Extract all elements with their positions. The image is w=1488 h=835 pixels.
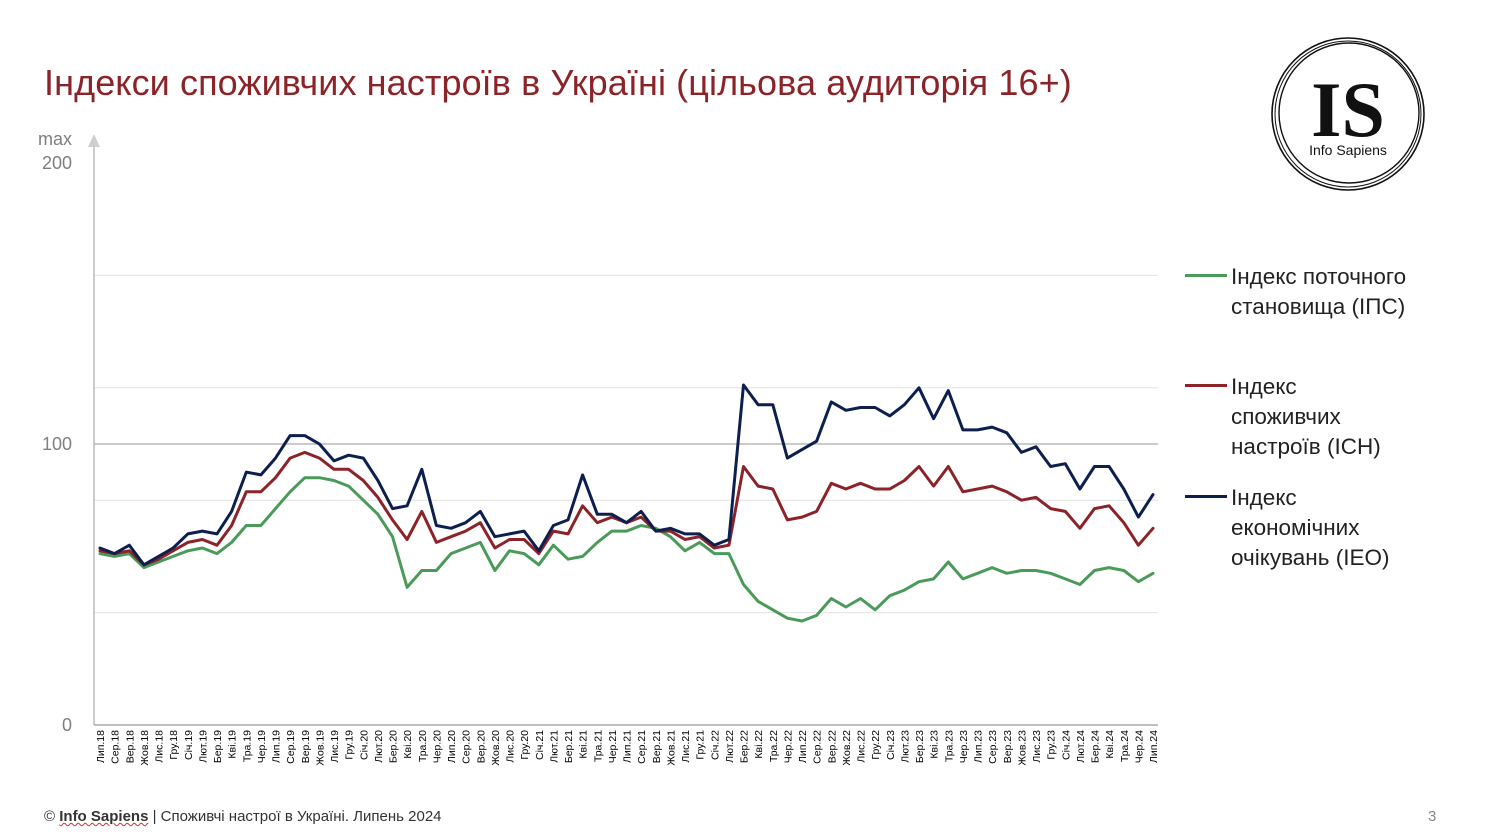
x-tick-label: Жов.21 — [665, 730, 677, 766]
x-tick-label: Лис.18 — [154, 730, 166, 763]
x-tick-label: Жов.19 — [314, 730, 326, 766]
x-tick-label: Бер.22 — [739, 730, 751, 763]
x-tick-label: Гру.23 — [1046, 730, 1058, 760]
page-title: Індекси споживчих настроїв в Україні (ці… — [44, 62, 1072, 103]
x-tick-label: Гру.22 — [870, 730, 882, 760]
x-tick-label: Лип.20 — [446, 730, 458, 763]
x-tick-label: Кві.22 — [753, 730, 765, 759]
footer-text: | Споживчі настрої в Україні. Липень 202… — [148, 808, 442, 825]
y-tick-label-0: 0 — [62, 715, 72, 735]
x-tick-label: Лис.21 — [680, 730, 692, 763]
x-tick-label: Лис.19 — [329, 730, 341, 763]
x-tick-label: Лип.21 — [622, 730, 634, 763]
legend-label-isn: Індекс споживчих настроїв (ІСН) — [1231, 374, 1381, 459]
logo-name: Info Sapiens — [1309, 142, 1387, 158]
x-tick-label: Лют.19 — [197, 730, 209, 763]
x-tick-label: Жов.23 — [1016, 730, 1028, 766]
y-tick-label-200: max 200 — [38, 129, 72, 173]
x-tick-label: Чер.22 — [782, 730, 794, 763]
x-tick-label: Лип.24 — [1148, 730, 1160, 763]
x-tick-label: Лют.21 — [548, 730, 560, 763]
x-tick-label: Лип.22 — [797, 730, 809, 763]
x-tick-label: Гру.19 — [344, 730, 356, 760]
x-tick-label: Тра.21 — [592, 730, 604, 762]
x-tick-label: Бер.23 — [914, 730, 926, 763]
x-tick-label: Тра.20 — [417, 730, 429, 762]
y-axis-arrow-icon — [88, 134, 100, 147]
series-line-ieo — [98, 383, 1155, 567]
x-tick-label: Бер.20 — [388, 730, 400, 763]
x-tick-label: Вер.20 — [475, 730, 487, 763]
x-tick-label: Вер.22 — [826, 730, 838, 763]
x-tick-label: Лют.24 — [1075, 730, 1087, 763]
x-tick-label: Жов.20 — [490, 730, 502, 766]
x-tick-label: Лют.20 — [373, 730, 385, 763]
x-tick-label: Кві.21 — [578, 730, 590, 759]
x-tick-label: Кві.19 — [227, 730, 239, 759]
series-line-isn — [98, 450, 1155, 567]
x-tick-label: Сер.22 — [812, 730, 824, 764]
x-tick-label: Сер.23 — [987, 730, 999, 764]
logo-mark: IS — [1311, 66, 1385, 153]
x-tick-label: Лют.22 — [724, 730, 736, 763]
x-tick-label: Гру.21 — [695, 730, 707, 760]
x-tick-label: Кві.20 — [402, 730, 414, 759]
x-tick-label: Чер.19 — [256, 730, 268, 763]
x-tick-label: Чер.21 — [607, 730, 619, 763]
x-tick-label: Січ.23 — [885, 730, 897, 760]
info-sapiens-logo: IS Info Sapiens — [1268, 34, 1428, 194]
x-tick-label: Лис.22 — [856, 730, 868, 763]
x-tick-label: Лип.18 — [95, 730, 107, 763]
x-tick-label: Січ.19 — [183, 730, 195, 760]
legend-line-ips — [1185, 274, 1227, 277]
x-tick-label: Лип.19 — [271, 730, 283, 763]
x-tick-label: Гру.18 — [168, 730, 180, 760]
y-tick-label-100: 100 — [42, 434, 72, 454]
footer: © Info Sapiens | Споживчі настрої в Укра… — [44, 808, 442, 825]
x-tick-label: Бер.21 — [563, 730, 575, 763]
x-tick-label: Бер.19 — [212, 730, 224, 763]
x-tick-label: Чер.23 — [958, 730, 970, 763]
x-tick-label: Жов.22 — [841, 730, 853, 766]
x-tick-label: Лис.20 — [505, 730, 517, 763]
x-tick-label: Сер.19 — [285, 730, 297, 764]
legend-label-ips: Індекс поточного становища (ІПС) — [1231, 264, 1407, 319]
x-tick-label: Вер.21 — [651, 730, 663, 763]
x-tick-label: Тра.24 — [1119, 730, 1131, 762]
footer-brand: Info Sapiens — [59, 808, 149, 825]
x-tick-label: Тра.19 — [241, 730, 253, 762]
x-tick-label: Кві.24 — [1104, 730, 1116, 759]
x-tick-label: Січ.21 — [534, 730, 546, 760]
x-tick-label: Кві.23 — [929, 730, 941, 759]
x-tick-label: Гру.20 — [519, 730, 531, 760]
series-line-ips — [98, 476, 1155, 623]
x-tick-label: Сер.21 — [636, 730, 648, 764]
x-tick-label: Бер.24 — [1090, 730, 1102, 763]
x-tick-label: Чер.20 — [431, 730, 443, 763]
x-tick-label: Тра.23 — [943, 730, 955, 762]
page-number: 3 — [1428, 808, 1437, 825]
x-tick-label: Сер.18 — [110, 730, 122, 764]
x-tick-label: Вер.23 — [1002, 730, 1014, 763]
x-tick-label: Лют.23 — [899, 730, 911, 763]
footer-prefix: © — [44, 808, 60, 825]
x-tick-label: Чер.24 — [1133, 730, 1145, 763]
x-tick-label: Сер.20 — [461, 730, 473, 764]
x-tick-label: Січ.22 — [709, 730, 721, 760]
x-tick-label: Жов.18 — [139, 730, 151, 766]
x-tick-label: Січ.20 — [358, 730, 370, 760]
x-tick-label: Тра.22 — [768, 730, 780, 762]
x-tick-label: Вер.18 — [124, 730, 136, 763]
legend-label-ieo: Індекс економічних очікувань (ІЕО) — [1231, 485, 1390, 570]
x-tick-label: Січ.24 — [1060, 730, 1072, 760]
legend-line-ieo — [1185, 495, 1227, 498]
x-tick-label: Вер.19 — [300, 730, 312, 763]
x-tick-label: Лис.23 — [1031, 730, 1043, 763]
legend-line-isn — [1185, 384, 1227, 387]
x-tick-label: Лип.23 — [973, 730, 985, 763]
